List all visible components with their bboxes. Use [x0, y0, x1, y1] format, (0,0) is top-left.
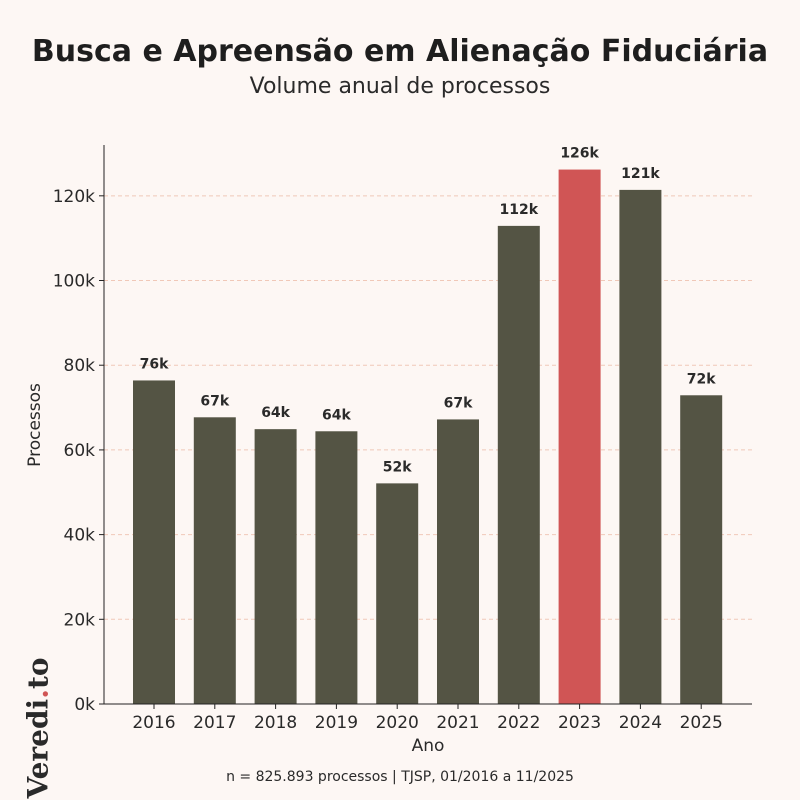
- data-label-2020: 52k: [383, 459, 412, 475]
- x-tick-label: 2025: [680, 713, 723, 733]
- bar-2018: [254, 429, 297, 704]
- bar-2017: [193, 417, 236, 704]
- x-tick-label: 2022: [497, 713, 540, 733]
- chart-title: Busca e Apreensão em Alienação Fiduciári…: [31, 34, 769, 69]
- bar-2019: [315, 431, 358, 704]
- x-axis-label: Ano: [412, 736, 445, 756]
- data-label-2021: 67k: [444, 395, 473, 411]
- x-tick-label: 2018: [254, 713, 297, 733]
- x-tick-label: 2019: [315, 713, 358, 733]
- bar-2020: [376, 483, 419, 704]
- bar-2025: [680, 395, 723, 704]
- x-tick-label: 2024: [619, 713, 662, 733]
- y-axis-label: Processos: [25, 383, 45, 467]
- data-label-2024: 121k: [621, 166, 660, 182]
- bar-2016: [133, 380, 175, 704]
- chart-subtitle: Volume anual de processos: [249, 74, 551, 99]
- source-note: n = 825.893 processos | TJSP, 01/2016 a …: [226, 769, 574, 785]
- y-tick-label: 0k: [74, 695, 95, 715]
- data-label-2018: 64k: [261, 405, 290, 421]
- bar-2022: [497, 225, 540, 704]
- data-label-2025: 72k: [687, 371, 716, 387]
- x-tick-label: 2017: [193, 713, 236, 733]
- data-label-2016: 76k: [140, 356, 169, 372]
- x-tick-label: 2016: [132, 713, 175, 733]
- x-tick-label: 2021: [436, 713, 479, 733]
- data-label-2019: 64k: [322, 407, 351, 423]
- y-tick-label: 80k: [64, 356, 96, 376]
- veredito-logo: Veredi.to: [21, 657, 55, 799]
- y-tick-label: 60k: [64, 441, 96, 461]
- bar-2021: [437, 419, 479, 704]
- data-label-2023: 126k: [560, 146, 599, 162]
- y-tick-label: 100k: [53, 272, 95, 292]
- data-label-2022: 112k: [500, 202, 539, 218]
- x-tick-label: 2020: [376, 713, 419, 733]
- x-tick-label: 2023: [558, 713, 601, 733]
- y-tick-label: 120k: [53, 187, 95, 207]
- bar-2023: [558, 169, 601, 704]
- y-tick-label: 20k: [64, 610, 96, 630]
- data-label-2017: 67k: [200, 393, 229, 409]
- bar-2024: [619, 189, 662, 704]
- y-tick-label: 40k: [64, 526, 96, 546]
